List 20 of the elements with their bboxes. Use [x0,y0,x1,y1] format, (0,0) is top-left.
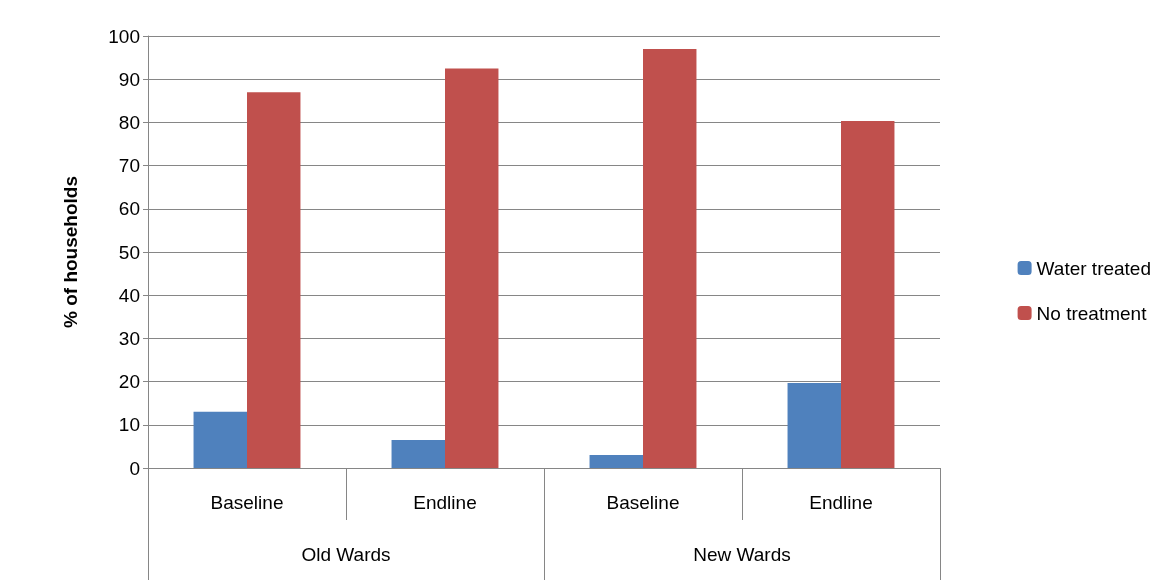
y-tick-label: 60 [118,198,140,220]
x-tick-label: Endline [413,492,477,513]
legend-label: Water treated [1036,257,1152,279]
y-axis-title: % of households [60,176,81,328]
x-tick-label: Endline [809,492,873,513]
text: New Wards [693,544,791,565]
y-tick-label: 10 [118,414,140,436]
y-tick-label: 50 [118,241,140,263]
y-tick-label: 100 [108,25,140,47]
y-tick-label: 70 [118,155,140,177]
x-tick-label: Baseline [210,492,284,513]
y-tick-label: 80 [118,111,140,133]
text: Old Wards [301,544,391,565]
y-tick-label: 20 [118,371,140,393]
y-tick-label: 90 [118,68,140,90]
y-tick-label: 30 [118,327,140,349]
legend-label: No treatment [1036,302,1148,324]
x-tick-label: Baseline [606,492,680,513]
y-tick-label: 40 [118,284,140,306]
y-tick-label: 0 [129,457,140,479]
